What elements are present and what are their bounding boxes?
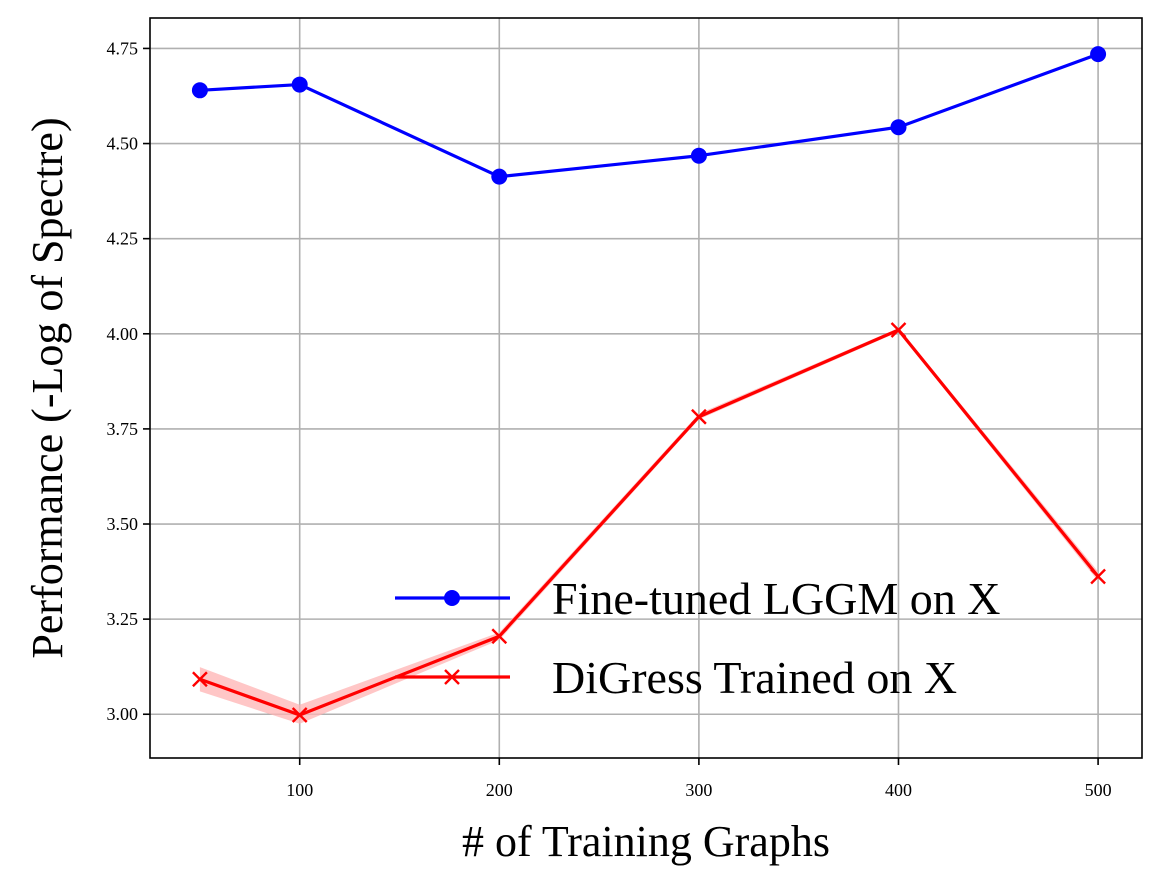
series-0-point bbox=[491, 168, 508, 185]
series-1-point bbox=[890, 322, 907, 338]
x-marker-stroke bbox=[192, 671, 208, 688]
legend-label-0: Fine-tuned LGGM on X bbox=[552, 573, 1000, 624]
plot-frame bbox=[149, 17, 1143, 759]
legend-marker-1 bbox=[444, 669, 460, 685]
series-1-point bbox=[491, 628, 508, 645]
series-1-point bbox=[291, 707, 308, 723]
y-tick-label: 4.75 bbox=[107, 38, 139, 58]
series-1-line bbox=[199, 328, 1100, 717]
x-axis-title: # of Training Graphs bbox=[462, 817, 830, 866]
series-0-point bbox=[690, 147, 707, 164]
x-marker-stroke bbox=[291, 707, 308, 723]
series-1-point bbox=[192, 671, 208, 688]
x-marker-stroke bbox=[890, 322, 907, 338]
x-tick-label: 300 bbox=[685, 780, 712, 800]
legend-label-1: DiGress Trained on X bbox=[552, 652, 957, 703]
legend: Fine-tuned LGGM on X DiGress Trained on X bbox=[395, 573, 1000, 703]
grid bbox=[150, 18, 1142, 758]
y-axis-title: Performance (-Log of Spectre) bbox=[23, 117, 72, 658]
y-tick-label: 4.00 bbox=[107, 324, 139, 344]
y-tick-label: 3.75 bbox=[107, 419, 139, 439]
x-tick-label: 100 bbox=[286, 780, 313, 800]
series-0-point bbox=[1090, 46, 1107, 63]
series-lines bbox=[199, 52, 1100, 717]
series-1-point bbox=[1090, 568, 1106, 585]
x-marker-stroke bbox=[1090, 568, 1106, 585]
series-0-point bbox=[191, 82, 208, 99]
x-tick-label: 500 bbox=[1085, 780, 1112, 800]
y-tick-label: 3.25 bbox=[107, 609, 139, 629]
x-marker-stroke bbox=[491, 628, 508, 645]
series-0-point bbox=[291, 76, 308, 93]
x-marker-stroke bbox=[444, 669, 460, 685]
axis-ticks: 100 200 300 400 500 3.00 3.25 3.50 3.75 4.00 4.25 4… bbox=[107, 38, 1112, 800]
x-tick-label: 200 bbox=[486, 780, 513, 800]
x-marker-stroke bbox=[691, 408, 707, 425]
y-tick-label: 3.50 bbox=[107, 514, 139, 534]
series-1-point bbox=[691, 408, 707, 425]
series-0-point bbox=[890, 119, 907, 136]
y-tick-label: 3.00 bbox=[107, 704, 139, 724]
y-tick-label: 4.25 bbox=[107, 229, 139, 249]
series-0-line bbox=[199, 52, 1099, 179]
x-tick-label: 400 bbox=[885, 780, 912, 800]
series-markers bbox=[191, 46, 1107, 723]
y-tick-label: 4.50 bbox=[107, 134, 139, 154]
legend-marker-0 bbox=[444, 590, 460, 606]
